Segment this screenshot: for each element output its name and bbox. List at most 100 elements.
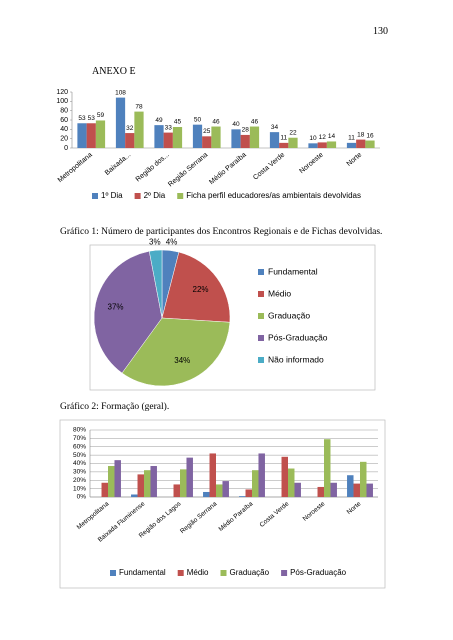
bar (86, 123, 96, 148)
data-label: 53 (88, 115, 96, 122)
bar (203, 491, 210, 497)
y-tick-label: 20% (73, 477, 86, 484)
x-tick-label: Noroeste (298, 152, 324, 176)
bar (150, 466, 157, 497)
x-tick-label: Região Serrana (179, 500, 219, 535)
legend-label: Pós-Graduação (268, 332, 328, 342)
data-label: 18 (357, 131, 365, 138)
bar (360, 461, 367, 497)
data-label: 11 (280, 135, 287, 142)
data-label: 108 (115, 89, 126, 96)
bar (211, 126, 221, 148)
legend-swatch (92, 193, 98, 199)
legend-label: Graduação (268, 310, 310, 320)
bar (356, 139, 366, 148)
bar (114, 460, 121, 497)
legend-label: Graduação (230, 568, 270, 577)
legend-label: Ficha perfil educadores/as ambientais de… (186, 191, 361, 200)
pie-slice (161, 251, 231, 323)
bar (125, 133, 135, 148)
data-label: 49 (155, 117, 163, 124)
y-tick-label: 120 (56, 89, 68, 96)
x-tick-label: Metropolitana (57, 152, 94, 185)
data-label: 10 (309, 135, 317, 142)
data-label: 45 (174, 119, 182, 126)
x-tick-label: Noroeste (302, 500, 327, 523)
x-tick-label: Médio Paraíba (218, 500, 255, 533)
bar (95, 120, 106, 148)
x-tick-label: Região dos... (135, 152, 171, 184)
chart-frame (59, 419, 386, 589)
data-label: 46 (212, 118, 220, 125)
bar (173, 484, 180, 497)
bar (249, 126, 260, 148)
legend-swatch (110, 570, 116, 576)
legend-swatch (258, 291, 264, 297)
x-tick-label: Costa Verde (258, 500, 290, 529)
y-tick-label: 10% (73, 485, 86, 492)
bar (245, 489, 252, 497)
data-label: 28 (242, 127, 250, 134)
bar (137, 474, 144, 497)
data-label: 14 (328, 133, 336, 140)
x-tick-label: Baixada... (104, 152, 132, 177)
bar (252, 470, 259, 497)
bar (172, 127, 183, 148)
y-tick-label: 80 (60, 108, 68, 115)
bar (330, 482, 337, 497)
legend-swatch (220, 570, 227, 576)
legend-label: Pós-Graduação (290, 568, 347, 577)
bar (231, 129, 241, 148)
legend-swatch (177, 570, 184, 576)
bar (216, 484, 223, 497)
data-label: 11 (348, 135, 355, 142)
x-tick-label: Norte (346, 152, 364, 168)
legend-label: Médio (268, 288, 291, 298)
bar (288, 468, 295, 497)
bar (239, 496, 246, 497)
x-tick-label: Norte (346, 500, 363, 516)
pie-slice (121, 317, 231, 387)
heading: ANEXO E (92, 66, 136, 77)
bar (209, 453, 216, 497)
caption: Gráfico 2: Formação (geral). (60, 402, 170, 412)
data-label: 34 (271, 124, 279, 131)
data-label: 37% (108, 303, 124, 312)
legend-swatch (281, 570, 288, 576)
legend-label: Fundamental (119, 568, 166, 577)
bar (154, 125, 164, 148)
x-tick-label: Costa Verde (252, 152, 286, 182)
pie-slice (148, 249, 163, 319)
bar (281, 456, 288, 497)
bar (192, 124, 203, 148)
legend-swatch (177, 193, 184, 199)
bar (202, 136, 212, 148)
bar (317, 142, 327, 148)
bar (353, 483, 360, 497)
data-label: 59 (97, 112, 105, 119)
page-number: 130 (373, 26, 388, 37)
data-label: 32 (126, 125, 134, 132)
bar (186, 457, 193, 497)
bar (101, 482, 108, 497)
data-label: 4% (166, 238, 178, 247)
data-label: 34% (174, 356, 190, 365)
bar (134, 111, 144, 148)
data-label: 22% (193, 285, 209, 294)
bar (115, 97, 126, 148)
legend-label: Não informado (268, 354, 324, 364)
data-label: 53 (78, 115, 86, 122)
bar (258, 453, 265, 497)
legend-label: 1º Dia (101, 191, 123, 200)
data-label: 46 (251, 118, 259, 125)
y-tick-label: 60 (60, 117, 68, 124)
legend-swatch (258, 357, 264, 363)
bar (108, 466, 115, 497)
y-tick-label: 40 (60, 126, 68, 133)
legend-label: 2º Dia (144, 191, 166, 200)
bar (279, 142, 289, 148)
data-label: 78 (135, 103, 143, 110)
bar (240, 134, 250, 148)
